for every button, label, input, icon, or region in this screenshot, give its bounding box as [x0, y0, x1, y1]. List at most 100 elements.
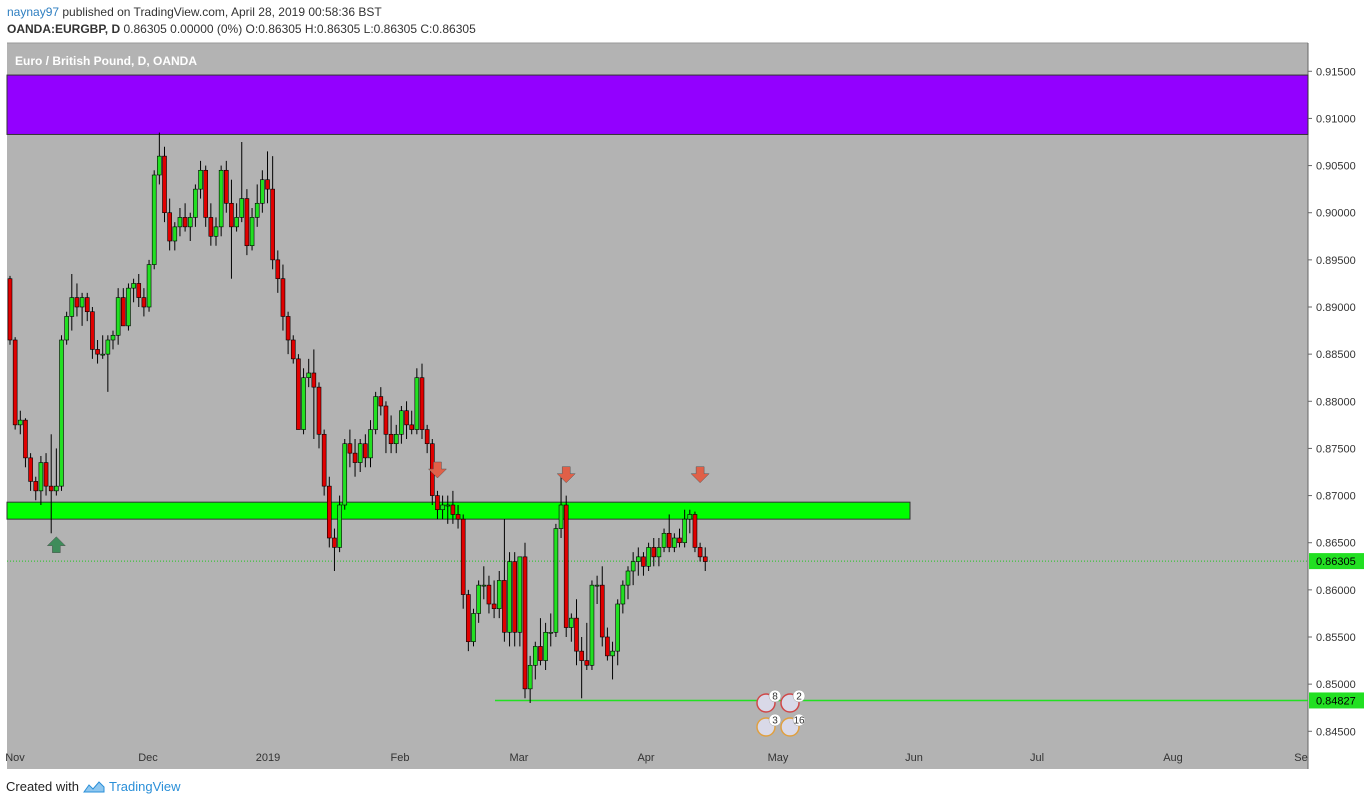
- candle[interactable]: [311, 349, 317, 439]
- candle[interactable]: [290, 335, 296, 364]
- candle[interactable]: [203, 165, 208, 227]
- candle[interactable]: [38, 455, 44, 505]
- candle[interactable]: [141, 288, 147, 317]
- candle[interactable]: [496, 571, 502, 619]
- candle[interactable]: [599, 566, 605, 647]
- candle[interactable]: [512, 552, 518, 647]
- candle[interactable]: [198, 160, 203, 199]
- candle[interactable]: [136, 274, 142, 307]
- candle[interactable]: [692, 511, 698, 553]
- candle[interactable]: [383, 401, 389, 454]
- candle[interactable]: [157, 132, 162, 185]
- candle[interactable]: [12, 337, 18, 430]
- candle[interactable]: [388, 415, 394, 454]
- candle[interactable]: [357, 439, 363, 472]
- plot-area[interactable]: [7, 43, 1308, 769]
- candle[interactable]: [563, 495, 569, 637]
- candle[interactable]: [620, 580, 626, 614]
- event-badge[interactable]: 8: [756, 689, 782, 713]
- candle[interactable]: [584, 622, 590, 670]
- candle[interactable]: [90, 307, 95, 359]
- candle[interactable]: [167, 198, 172, 251]
- candle[interactable]: [419, 363, 425, 439]
- candle[interactable]: [151, 170, 157, 270]
- candle[interactable]: [368, 420, 373, 468]
- candle[interactable]: [17, 410, 23, 435]
- candle[interactable]: [393, 424, 399, 454]
- candle[interactable]: [182, 203, 188, 232]
- candle[interactable]: [455, 505, 461, 529]
- candle[interactable]: [326, 476, 332, 548]
- candle[interactable]: [687, 509, 693, 534]
- candle[interactable]: [342, 439, 348, 510]
- candle[interactable]: [548, 613, 554, 647]
- candle[interactable]: [28, 453, 33, 491]
- candle[interactable]: [579, 637, 584, 699]
- event-badge[interactable]: 3: [756, 713, 782, 737]
- candle[interactable]: [615, 599, 621, 666]
- candle[interactable]: [121, 288, 126, 327]
- candle[interactable]: [296, 354, 301, 430]
- candle[interactable]: [399, 406, 404, 444]
- candle[interactable]: [234, 203, 239, 232]
- candle[interactable]: [656, 538, 662, 567]
- candle[interactable]: [33, 476, 39, 501]
- candle[interactable]: [635, 547, 641, 576]
- author-link[interactable]: naynay97: [7, 5, 60, 19]
- candle[interactable]: [115, 288, 121, 345]
- candle[interactable]: [651, 538, 657, 567]
- candle[interactable]: [301, 368, 306, 435]
- candle[interactable]: [64, 311, 69, 345]
- candle[interactable]: [672, 533, 677, 553]
- candle[interactable]: [605, 627, 610, 661]
- candle[interactable]: [332, 528, 337, 571]
- price-axis[interactable]: [1308, 43, 1366, 769]
- candle[interactable]: [471, 608, 476, 647]
- candle[interactable]: [177, 208, 183, 237]
- candle[interactable]: [229, 179, 234, 279]
- candle[interactable]: [574, 599, 579, 666]
- candle[interactable]: [172, 222, 178, 251]
- candle[interactable]: [481, 566, 487, 600]
- candle[interactable]: [265, 151, 270, 204]
- candle[interactable]: [666, 514, 672, 553]
- candle[interactable]: [378, 387, 384, 416]
- candle[interactable]: [100, 335, 105, 359]
- resistance-zone-purple[interactable]: [6, 74, 1309, 135]
- candle[interactable]: [630, 552, 636, 586]
- candle[interactable]: [363, 434, 368, 468]
- candle[interactable]: [79, 292, 85, 326]
- candle[interactable]: [538, 618, 543, 666]
- candle[interactable]: [69, 274, 75, 331]
- candle[interactable]: [466, 589, 471, 652]
- candle[interactable]: [661, 528, 667, 553]
- candle[interactable]: [74, 283, 80, 317]
- candle[interactable]: [491, 580, 497, 619]
- candle[interactable]: [321, 429, 327, 496]
- candle[interactable]: [404, 401, 409, 439]
- candle[interactable]: [23, 418, 28, 468]
- candle[interactable]: [43, 453, 49, 496]
- candle[interactable]: [646, 542, 651, 571]
- candle[interactable]: [347, 429, 353, 468]
- candle[interactable]: [697, 542, 703, 562]
- candle[interactable]: [435, 490, 440, 520]
- candle[interactable]: [543, 622, 548, 670]
- candle[interactable]: [440, 495, 445, 520]
- event-badge[interactable]: 2: [780, 689, 806, 713]
- candle[interactable]: [486, 575, 492, 614]
- candle[interactable]: [409, 410, 415, 435]
- candle[interactable]: [424, 424, 430, 454]
- candle[interactable]: [239, 142, 245, 223]
- candle[interactable]: [208, 203, 214, 246]
- candle[interactable]: [162, 146, 167, 223]
- candle[interactable]: [445, 495, 451, 524]
- candle[interactable]: [316, 382, 322, 449]
- candle[interactable]: [594, 575, 600, 604]
- candle[interactable]: [105, 335, 111, 392]
- candle[interactable]: [275, 250, 281, 293]
- candle[interactable]: [450, 490, 456, 524]
- candle[interactable]: [682, 509, 687, 548]
- candle[interactable]: [460, 514, 466, 609]
